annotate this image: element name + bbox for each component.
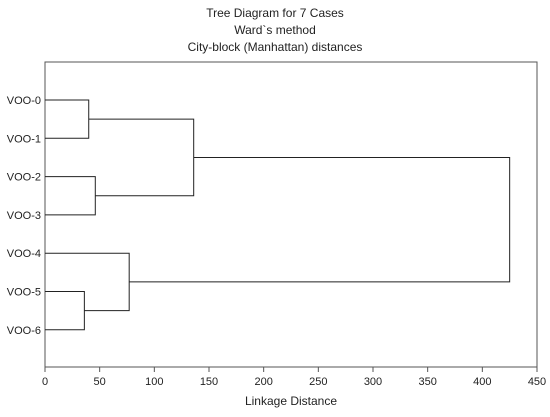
x-tick-label: 350 [418,376,436,388]
chart-title-line-2: Ward`s method [234,23,316,37]
x-tick-label: 300 [364,376,382,388]
case-label: VOO-0 [7,95,41,107]
chart-title: Tree Diagram for 7 Cases Ward`s method C… [188,6,363,54]
x-tick-label: 400 [473,376,491,388]
x-axis-ticks: 0 50 100 150 200 250 300 350 400 450 [42,367,546,388]
case-label: VOO-2 [7,172,41,184]
x-tick-label: 250 [309,376,327,388]
cluster-link-c1 [45,99,90,139]
plot-frame [44,61,538,368]
x-tick-label: 0 [42,376,48,388]
x-tick-label: 450 [528,376,546,388]
dendrogram-branches [45,99,511,331]
cluster-link-c5 [88,118,195,197]
case-label: VOO-5 [7,287,41,299]
case-label: VOO-1 [7,133,41,145]
x-tick-label: 50 [94,376,106,388]
x-tick-label: 200 [254,376,272,388]
chart-title-line-1: Tree Diagram for 7 Cases [206,6,344,20]
x-tick-label: 100 [145,376,163,388]
case-labels: VOO-0 VOO-1 VOO-2 VOO-3 VOO-4 VOO-5 VOO-6 [7,95,41,337]
chart-title-line-3: City-block (Manhattan) distances [188,40,363,54]
cluster-link-c2 [45,176,96,216]
case-label: VOO-3 [7,210,41,222]
cluster-link-c4 [45,252,130,312]
x-axis-title: Linkage Distance [245,394,337,408]
x-tick-label: 150 [200,376,218,388]
cluster-link-c6 [129,156,511,283]
case-label: VOO-4 [7,248,41,260]
case-label: VOO-6 [7,325,41,337]
cluster-link-c3 [45,291,85,331]
